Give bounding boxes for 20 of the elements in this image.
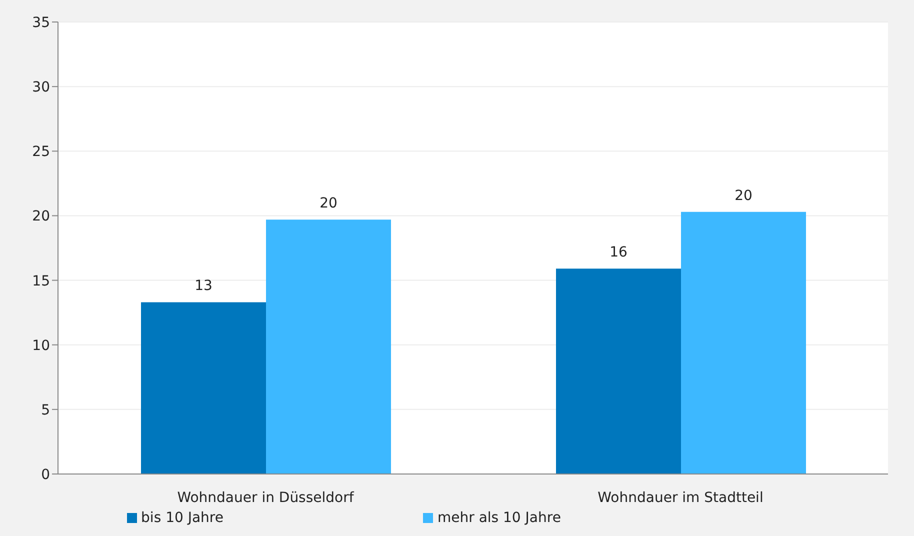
y-tick-label: 5 [41,402,50,418]
bar [681,212,806,474]
y-tick-label: 30 [32,80,50,96]
bar [266,220,391,474]
x-tick-label: Wohndauer in Düsseldorf [177,490,355,506]
y-tick-label: 35 [32,14,50,31]
x-tick-label: Wohndauer im Stadtteil [598,490,764,506]
legend-label: mehr als 10 Jahre [437,510,561,526]
legend-label: bis 10 Jahre [141,510,224,526]
data-label: 20 [320,196,338,212]
y-tick-label: 0 [41,466,50,483]
bar [141,302,266,474]
y-tick-label: 15 [32,273,50,290]
y-tick-label: 10 [32,338,50,354]
data-label: 13 [194,278,212,294]
y-tick-label: 20 [32,208,50,225]
data-label: 20 [734,188,752,204]
bar [556,268,681,474]
data-label: 16 [610,244,628,261]
y-tick-label: 25 [32,144,50,160]
